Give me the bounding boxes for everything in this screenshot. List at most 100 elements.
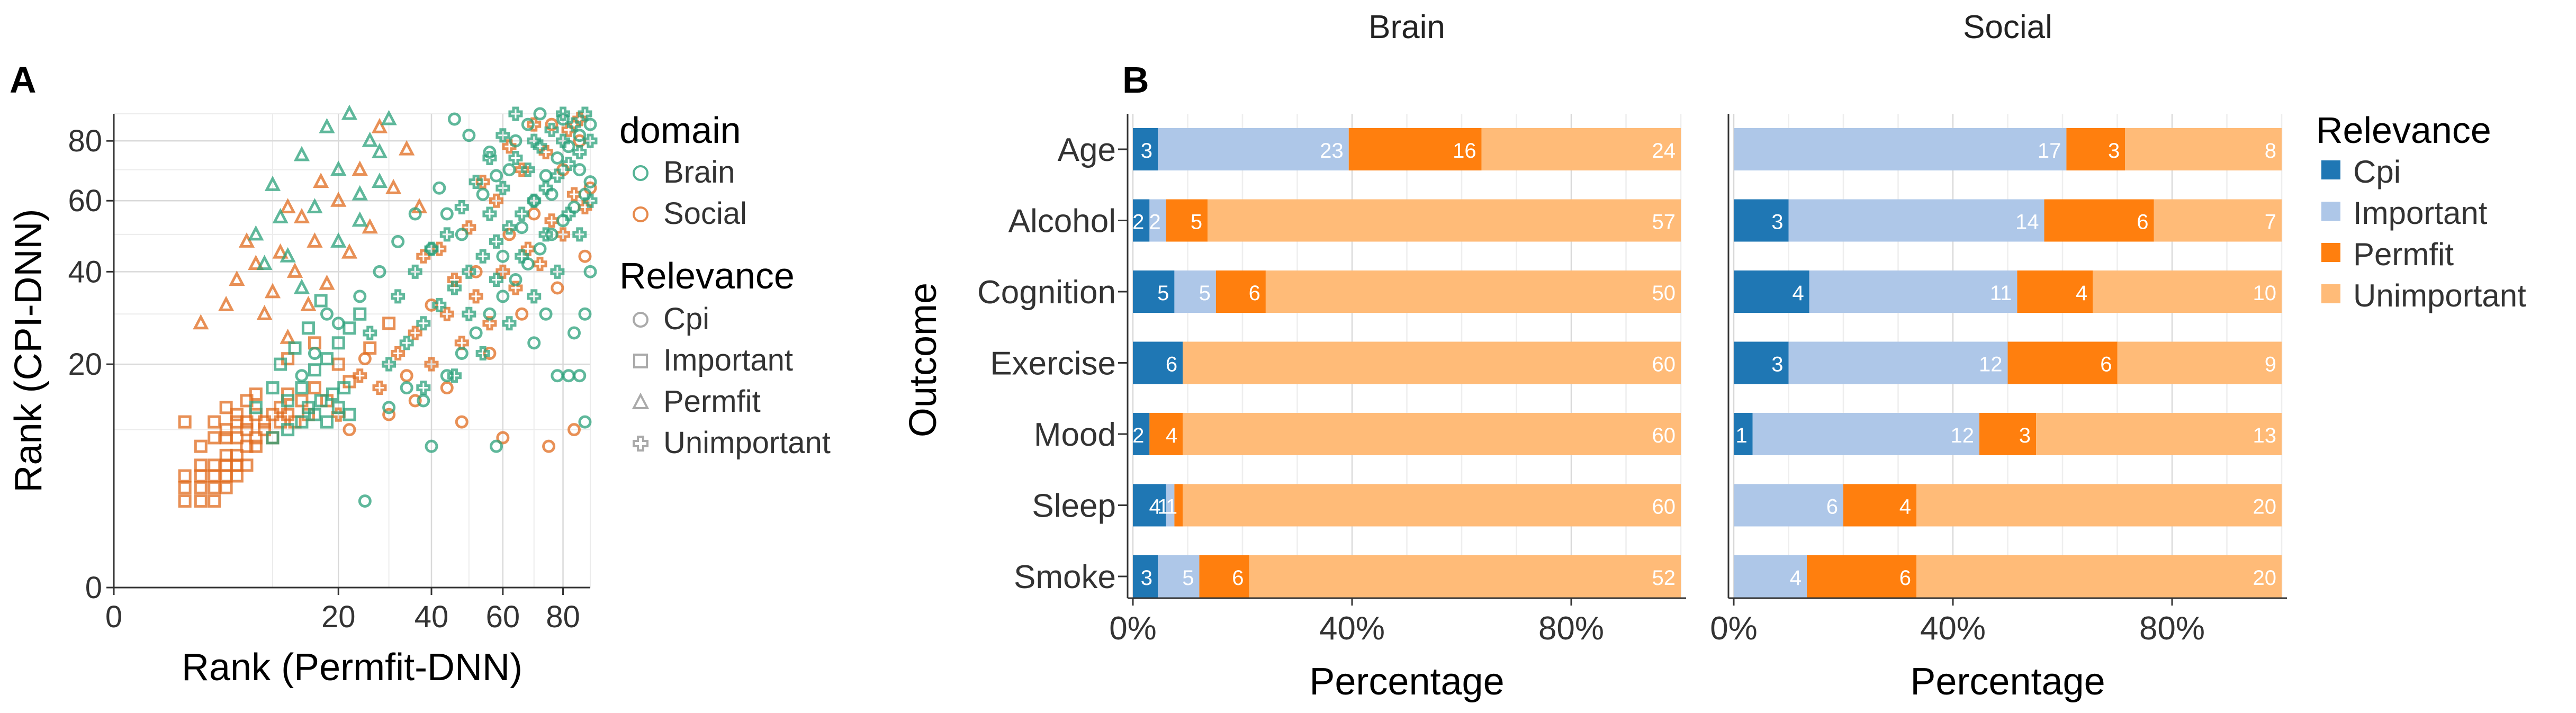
scatter-point-unimportant	[561, 206, 576, 221]
bar-legend-unimportant-label: Unimportant	[2353, 278, 2526, 313]
scatter-point-cpi	[573, 163, 587, 177]
scatter-point-permfit	[280, 247, 296, 263]
scatter-point-cpi	[373, 265, 386, 278]
scatter-point-unimportant	[353, 368, 367, 383]
legend-domain-title: domain	[619, 110, 741, 151]
bar-segment-value-label: 7	[2265, 211, 2276, 234]
scatter-point-cpi	[509, 273, 523, 286]
bar-segment-important	[1752, 413, 1979, 455]
scatter-point-unimportant	[482, 316, 497, 331]
bar-segment-value-label: 20	[2253, 495, 2277, 519]
bar-segment-unimportant	[1183, 484, 1681, 527]
bar-segment-cpi	[1133, 128, 1158, 170]
bar-segment-unimportant	[2125, 128, 2282, 170]
bar-facet-social: Social 17 3 8 3 14 6 7 4 11 4 10 3 12 6 9 1 12 3 13 6 4 20 4 6 20…	[1710, 9, 2287, 703]
scatter-point-cpi	[358, 494, 372, 508]
scatter-point-unimportant	[447, 281, 462, 295]
bar-segment-value-label: 60	[1652, 424, 1676, 447]
scatter-point-cpi	[483, 307, 497, 321]
bar-segment-value-label: 5	[1182, 566, 1194, 590]
bar-segment-value-label: 4	[1793, 282, 1804, 305]
bar-segment-unimportant	[2036, 413, 2282, 455]
bar-segment-value-label: 3	[1141, 566, 1152, 590]
bar-segment-important	[1158, 128, 1349, 170]
scatter-point-unimportant	[515, 206, 529, 221]
bar-segment-permfit	[1979, 413, 2037, 455]
bar-segment-value-label: 11	[1990, 282, 2012, 305]
scatter-point-cpi	[533, 242, 547, 256]
bar-segment-unimportant	[1916, 484, 2282, 527]
bar-segment-unimportant	[1265, 270, 1681, 313]
bar-legend-important-swatch	[2321, 202, 2340, 221]
bar-segment-important	[1734, 128, 2067, 170]
scatter-point-important	[288, 341, 302, 355]
scatter-point-cpi	[483, 347, 497, 360]
bar-segment-permfit	[2066, 128, 2125, 170]
bar-segment-permfit	[2007, 341, 2118, 384]
bar-segment-unimportant	[1249, 555, 1681, 598]
bar-segment-value-label: 6	[2100, 353, 2112, 376]
bar-segment-value-label: 3	[1141, 139, 1152, 163]
bar-segment-value-label: 4	[1149, 495, 1160, 519]
bar-segment-value-label: 1	[1157, 495, 1169, 519]
scatter-point-permfit	[319, 274, 335, 290]
bar-segment-value-label: 9	[2265, 353, 2276, 376]
scatter-point-cpi	[462, 129, 476, 142]
scatter-point-unimportant	[416, 249, 431, 264]
scatter-x-axis-title: Rank (Permfit-DNN)	[182, 646, 523, 689]
scatter-point-unimportant	[416, 316, 431, 331]
scatter-point-permfit	[352, 211, 368, 227]
scatter-series-brain	[248, 104, 598, 508]
scatter-point-cpi	[343, 423, 356, 437]
bar-segment-value-label: 4	[1166, 424, 1177, 447]
scatter-point-permfit	[313, 173, 329, 188]
scatter-x-tick-label: 0	[105, 600, 122, 634]
legend-relevance-cpi-label: Cpi	[663, 302, 709, 336]
scatter-point-cpi	[509, 134, 523, 148]
scatter-point-cpi	[476, 187, 490, 201]
scatter-point-cpi	[527, 336, 541, 350]
bar-y-axis-title: Outcome	[902, 283, 944, 437]
bar-segment-value-label: 10	[2253, 282, 2277, 305]
scatter-point-permfit	[330, 191, 347, 207]
legend-relevance-title: Relevance	[619, 255, 795, 296]
scatter-point-important	[281, 394, 295, 408]
scatter-point-important	[288, 415, 302, 429]
scatter-point-permfit	[248, 225, 264, 241]
scatter-point-cpi	[433, 181, 446, 195]
scatter-point-important	[281, 408, 295, 421]
bar-legend-cpi-label: Cpi	[2353, 154, 2401, 189]
scatter-point-important	[208, 494, 221, 508]
bar-segment-value-label: 6	[2137, 211, 2148, 234]
scatter-point-unimportant	[550, 168, 565, 183]
scatter-point-unimportant	[391, 346, 406, 360]
scatter-point-important	[230, 408, 244, 421]
scatter-point-important	[343, 321, 356, 335]
bar-x-tick-label: 40%	[1920, 610, 1986, 647]
scatter-point-unimportant	[527, 117, 542, 132]
scatter-point-cpi	[573, 129, 587, 142]
scatter-point-unimportant	[515, 249, 529, 264]
scatter-point-unimportant	[462, 264, 476, 279]
scatter-point-important	[308, 363, 321, 377]
panel-a: A 0 20 40 60 80 0 20 40 60 80 Rank (Permfit-DNN) Ran…	[7, 59, 831, 689]
bar-category-label-smoke: Smoke	[1014, 559, 1116, 595]
scatter-point-important	[194, 439, 208, 453]
scatter-point-unimportant	[416, 381, 431, 395]
legend-relevance-important-icon	[633, 354, 648, 368]
bar-x-tick-label: 80%	[1538, 610, 1604, 647]
scatter-point-cpi	[440, 381, 454, 395]
scatter-point-important	[353, 307, 367, 321]
scatter-point-permfit	[264, 176, 281, 191]
scatter-point-unimportant	[556, 133, 571, 148]
scatter-point-cpi	[408, 207, 422, 221]
bar-segment-value-label: 52	[1652, 566, 1676, 590]
scatter-point-important	[274, 357, 287, 371]
scatter-point-permfit	[381, 110, 397, 125]
scatter-point-unimportant	[496, 264, 510, 279]
bar-segment-permfit	[1174, 484, 1183, 527]
scatter-point-important	[230, 448, 244, 462]
scatter-point-unimportant	[447, 368, 462, 383]
bar-segment-value-label: 60	[1652, 353, 1676, 376]
